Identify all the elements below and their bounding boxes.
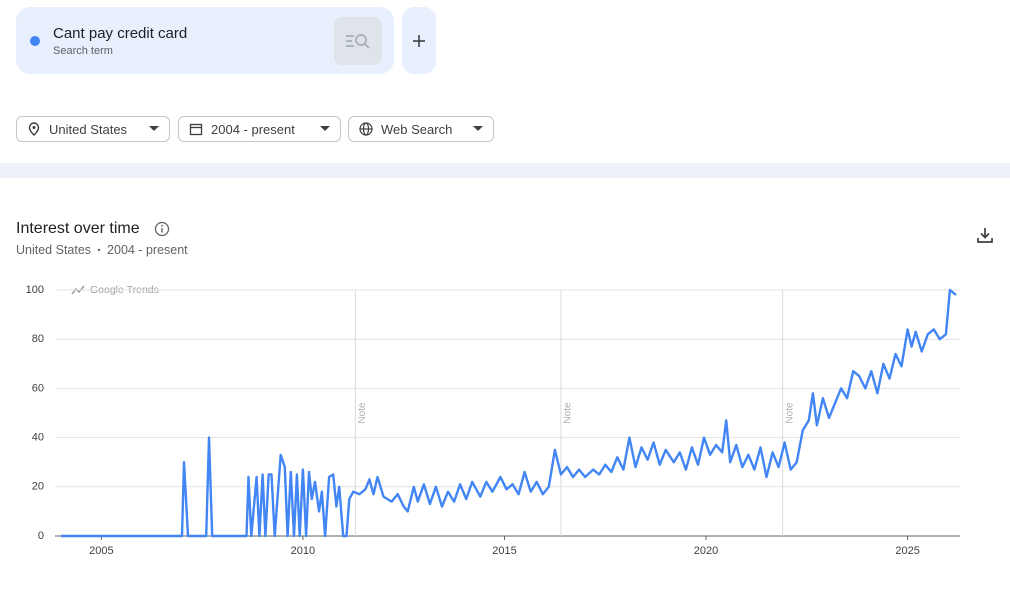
search-term: Cant pay credit card — [53, 25, 188, 42]
filter-label: United States — [49, 121, 128, 137]
series-dot — [30, 36, 40, 46]
note-label: Note — [563, 402, 574, 424]
y-tick-label: 80 — [32, 333, 44, 345]
y-tick-label: 100 — [26, 284, 44, 296]
x-tick-label: 2020 — [694, 545, 718, 557]
plus-icon — [413, 35, 425, 47]
dropdown-arrow — [320, 126, 330, 131]
y-tick-label: 40 — [32, 432, 44, 444]
time-filter[interactable]: 2004 - present — [178, 116, 341, 142]
property-filter[interactable]: Web Search — [348, 116, 494, 142]
trend-line — [61, 288, 957, 538]
x-tick-label: 2010 — [291, 545, 315, 557]
chart-subtitle: United States 2004 - present — [16, 243, 188, 257]
x-tick-label: 2025 — [895, 545, 919, 557]
filter-label: 2004 - present — [211, 121, 295, 137]
x-tick-label: 2015 — [492, 545, 516, 557]
subtitle-time: 2004 - present — [107, 243, 188, 257]
subtitle-region: United States — [16, 243, 92, 257]
chart-title: Interest over time — [16, 220, 140, 237]
search-icon — [346, 34, 370, 49]
globe-icon — [359, 122, 373, 136]
region-filter[interactable]: United States — [16, 116, 170, 142]
y-tick-label: 20 — [32, 481, 44, 493]
y-tick-label: 60 — [32, 382, 44, 394]
note-label: Note — [357, 402, 368, 424]
add-term-button[interactable] — [402, 7, 436, 74]
y-tick-label: 0 — [38, 530, 44, 542]
dropdown-arrow — [473, 126, 483, 131]
search-button[interactable] — [334, 17, 382, 65]
section-divider — [0, 163, 1010, 178]
filter-label: Web Search — [381, 121, 453, 137]
calendar-icon — [189, 123, 203, 136]
dropdown-arrow — [149, 126, 159, 131]
separator-dot — [97, 248, 101, 252]
x-tick-label: 2005 — [89, 545, 113, 557]
download-button[interactable] — [976, 226, 994, 244]
pin-icon — [28, 122, 40, 136]
search-term-chip[interactable]: Cant pay credit card Search term — [16, 7, 394, 74]
info-icon[interactable] — [154, 221, 170, 237]
search-caption: Search term — [53, 45, 113, 57]
note-label: Note — [784, 402, 795, 424]
